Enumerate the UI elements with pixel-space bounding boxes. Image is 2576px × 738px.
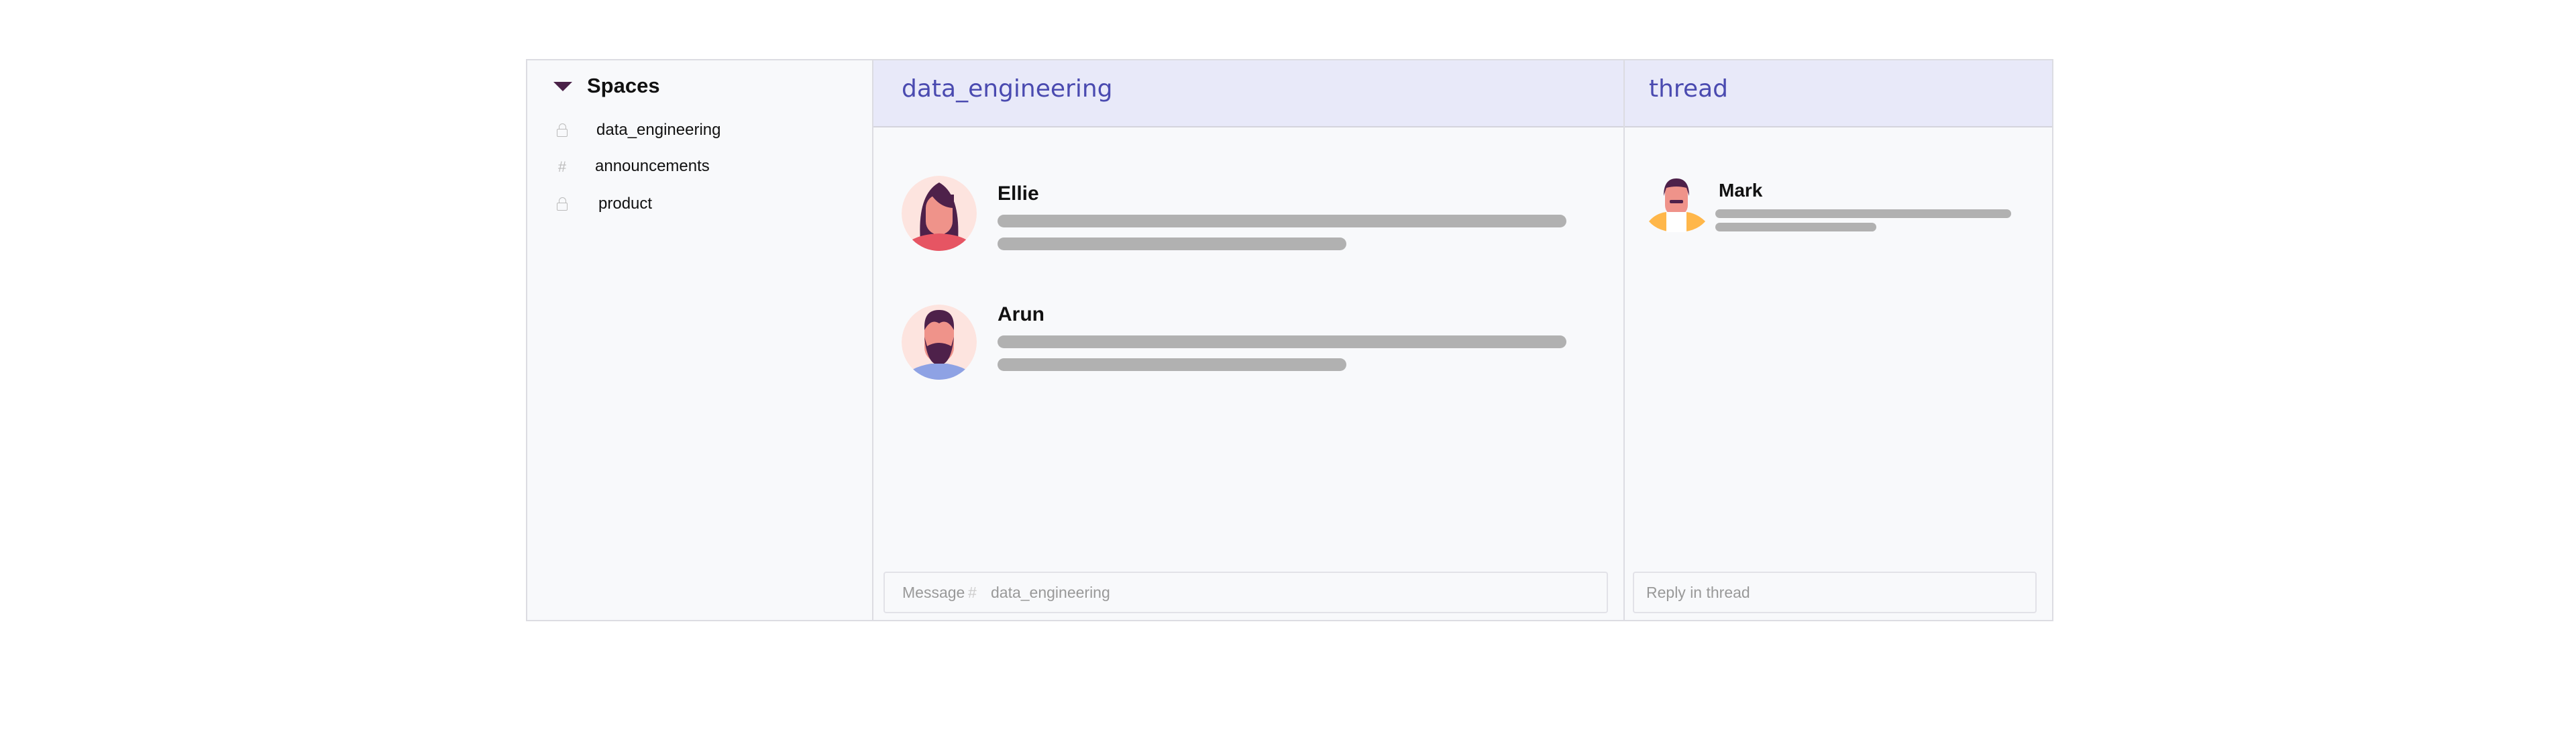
message-input[interactable]: Message # data_engineering (883, 572, 1608, 613)
lock-icon (554, 196, 570, 212)
message-author[interactable]: Arun (998, 303, 1044, 325)
avatar-ellie[interactable] (900, 174, 978, 252)
avatar-mark[interactable] (1649, 176, 1705, 232)
thread-pane: thread Mark Reply in thread (1625, 60, 2052, 620)
sidebar-item-label: announcements (595, 157, 710, 175)
sidebar-item-label: product (598, 195, 653, 213)
sidebar-item-product[interactable]: product (554, 191, 849, 221)
reply-placeholder: Reply in thread (1646, 584, 1750, 601)
message-author[interactable]: Ellie (998, 182, 1039, 205)
sidebar-item-data-engineering[interactable]: data_engineering (554, 117, 849, 148)
spaces-heading[interactable]: Spaces (587, 74, 660, 97)
message-text-placeholder (998, 335, 1566, 348)
reply-input[interactable]: Reply in thread (1633, 572, 2037, 613)
message-text-placeholder (998, 215, 1566, 227)
message-text-placeholder (1715, 223, 1876, 231)
placeholder-prefix: Message (902, 584, 965, 601)
channel-header: data_engineering (873, 60, 1623, 127)
channel-pane: data_engineering Ellie Arun Message # da… (873, 60, 1625, 620)
chat-app: Spaces data_engineering # announcements … (526, 59, 2053, 621)
hash-icon: # (557, 158, 567, 175)
sidebar-item-announcements[interactable]: # announcements (554, 153, 849, 184)
message-text-placeholder (998, 238, 1346, 250)
thread-title: thread (1649, 75, 1729, 103)
message-text-placeholder (1715, 209, 2011, 218)
sidebar: Spaces data_engineering # announcements … (527, 60, 873, 620)
sidebar-item-label: data_engineering (596, 121, 721, 139)
channel-title: data_engineering (902, 75, 1113, 103)
collapse-triangle-icon[interactable] (553, 82, 572, 91)
message-author[interactable]: Mark (1719, 180, 1763, 201)
avatar-arun[interactable] (900, 303, 978, 381)
hash-icon: # (968, 584, 977, 601)
thread-header: thread (1625, 60, 2052, 127)
placeholder-channel: data_engineering (991, 584, 1110, 601)
message-text-placeholder (998, 358, 1346, 371)
lock-icon (554, 122, 570, 138)
